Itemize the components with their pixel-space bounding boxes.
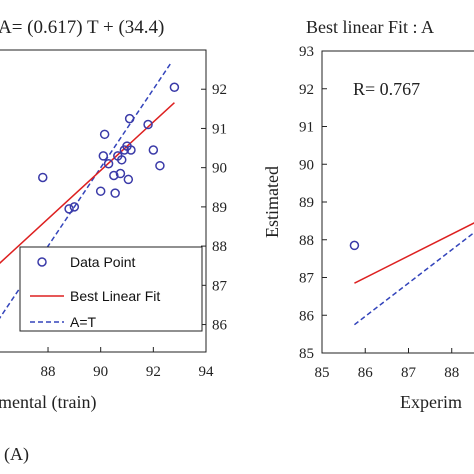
legend-label-data-point: Data Point (70, 254, 135, 270)
right-plot: Best linear Fit : A 85 86 87 88 93 92 91 90 89 88… (262, 17, 474, 412)
data-point (148, 145, 159, 155)
best-fit-line (354, 222, 474, 284)
y-tick-label: 89 (212, 200, 227, 216)
left-plot: A= (0.617) T + (34.4) 88 90 92 949291908988… (0, 17, 228, 413)
y-tick-label: 87 (299, 271, 315, 287)
data-point (115, 168, 126, 179)
x-tick-label: 90 (93, 364, 108, 380)
x-tick-label: 86 (358, 365, 374, 381)
y-tick-label: 90 (212, 161, 227, 177)
legend-label-best-fit: Best Linear Fit (70, 288, 160, 304)
data-point (110, 188, 120, 198)
right-y-axis-label: Estimated (262, 166, 282, 238)
data-point (126, 145, 136, 155)
y-tick-label: 87 (212, 278, 228, 294)
data-point (169, 82, 180, 93)
data-point (155, 160, 165, 171)
y-tick-label: 92 (299, 82, 314, 98)
left-points (38, 82, 180, 214)
y-tick-label: 86 (299, 308, 315, 324)
data-point (124, 113, 135, 124)
left-legend: Data Point Best Linear Fit A=T (19, 246, 203, 332)
y-tick-label: 90 (299, 157, 314, 173)
y-tick-label: 93 (299, 44, 314, 60)
legend-marker-data-point (37, 257, 47, 267)
y-tick-label: 86 (212, 318, 228, 334)
r-value-annotation: R= 0.767 (353, 79, 420, 99)
data-point (123, 174, 134, 185)
x-tick-label: 87 (401, 365, 417, 381)
left-plot-area (0, 49, 207, 353)
y-tick-label: 91 (299, 120, 314, 136)
data-point (99, 129, 110, 140)
data-point (69, 202, 80, 212)
right-x-axis-label: Experim (400, 392, 462, 412)
y-tick-label: 85 (299, 346, 314, 362)
legend-label-identity: A=T (70, 314, 97, 330)
x-tick-label: 88 (41, 364, 56, 380)
data-point (38, 172, 48, 183)
left-ticks: 88 90 92 94 92 91 90 89 88 87 86 (41, 82, 228, 380)
x-tick-label: 94 (199, 364, 215, 380)
y-tick-label: 89 (299, 195, 314, 211)
y-tick-label: 88 (212, 239, 227, 255)
data-point (95, 186, 106, 196)
x-tick-label: 85 (315, 365, 330, 381)
identity-line (353, 231, 474, 326)
right-lines (353, 222, 474, 326)
y-tick-label: 91 (212, 121, 227, 137)
left-x-axis-label: mental (train) (0, 392, 96, 413)
data-point (103, 158, 114, 169)
data-point (116, 155, 127, 165)
data-point (109, 170, 119, 181)
data-point (143, 119, 153, 130)
data-point (64, 204, 74, 214)
data-point (349, 240, 360, 251)
right-chart-title: Best linear Fit : A (306, 17, 434, 37)
y-tick-label: 88 (299, 233, 314, 249)
best-fit-line (0, 102, 175, 264)
x-tick-label: 88 (444, 365, 459, 381)
figure-caption: (A) (4, 444, 29, 465)
x-tick-label: 92 (146, 364, 161, 380)
left-chart-title: A= (0.617) T + (34.4) (0, 17, 164, 38)
right-points (349, 240, 360, 251)
legend-box (19, 246, 203, 332)
right-ticks: 85 86 87 88 93 92 91 90 89 88 87 86 85 (299, 44, 459, 381)
y-tick-label: 92 (212, 82, 227, 98)
data-point (98, 151, 109, 161)
